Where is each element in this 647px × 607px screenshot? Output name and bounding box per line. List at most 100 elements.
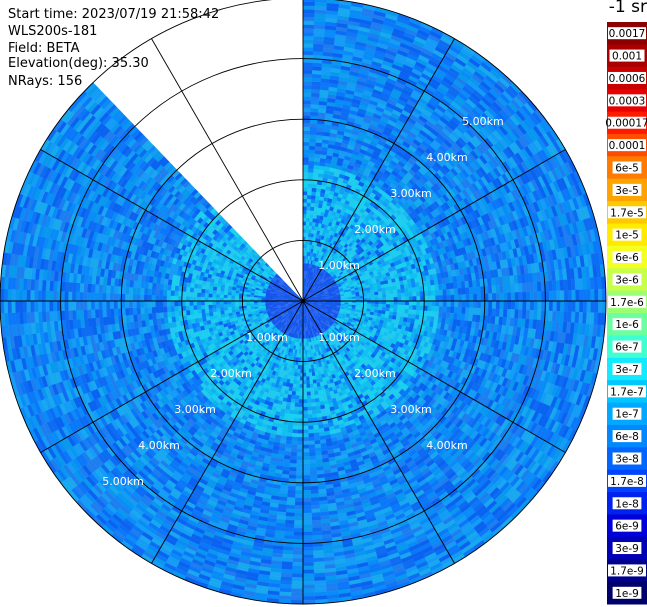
heatmap-cell [397, 292, 402, 298]
heatmap-cell [397, 304, 402, 310]
heatmap-cell [423, 300, 429, 307]
heatmap-cell [400, 288, 406, 294]
heatmap-cell [415, 309, 421, 316]
heatmap-cell [302, 77, 313, 82]
heatmap-cell [454, 294, 459, 302]
heatmap-cell [314, 157, 321, 163]
heatmap-cell [393, 304, 398, 309]
heatmap-cell [311, 92, 320, 98]
heatmap-cell [514, 292, 520, 302]
heatmap-cell [302, 119, 311, 124]
heatmap-cell [302, 172, 309, 177]
heatmap-cell [309, 130, 317, 136]
heatmap-cell [434, 311, 440, 318]
heatmap-cell [348, 296, 353, 300]
heatmap-cell [525, 309, 531, 320]
heatmap-cell [465, 287, 470, 295]
heatmap-cell [393, 300, 398, 305]
heatmap-cell [388, 286, 394, 291]
heatmap-cell [431, 295, 436, 302]
heatmap-cell [302, 198, 308, 203]
heatmap-cell [412, 305, 417, 311]
heatmap-cell [582, 289, 588, 302]
heatmap-cell [393, 308, 398, 313]
heatmap-cell [363, 295, 368, 299]
heatmap-cell [392, 285, 398, 291]
heatmap-cell [374, 294, 379, 299]
heatmap-cell [385, 290, 390, 295]
heatmap-cell [405, 296, 410, 302]
heatmap-cell [302, 31, 314, 37]
heatmap-cell [488, 300, 493, 309]
heatmap-cell [541, 300, 546, 311]
heatmap-cell [389, 307, 394, 313]
heatmap-cell [308, 168, 314, 173]
heatmap-cell [533, 310, 538, 321]
heatmap-cell [302, 168, 309, 173]
heatmap-cell [306, 202, 312, 207]
heatmap-cell [309, 138, 317, 143]
heatmap-cell [495, 285, 500, 294]
heatmap-cell [381, 287, 386, 292]
heatmap-cell [491, 285, 497, 294]
heatmap-cell [404, 309, 409, 314]
heatmap-cell [473, 300, 478, 309]
heatmap-cell [594, 288, 599, 302]
heatmap-cell [472, 307, 478, 316]
heatmap-cell [454, 300, 459, 308]
heatmap-cell [311, 81, 321, 86]
heatmap-cell [499, 292, 504, 302]
heatmap-cell [306, 210, 311, 215]
heatmap-cell [510, 283, 516, 293]
heatmap-cell [315, 195, 321, 201]
heatmap-cell [302, 50, 314, 56]
heatmap-cell [314, 149, 322, 155]
heatmap-cell [385, 304, 391, 309]
heatmap-cell [397, 300, 402, 306]
heatmap-cell [309, 122, 318, 128]
heatmap-cell [397, 296, 402, 302]
heatmap-cell [506, 284, 512, 293]
heatmap-cell [476, 300, 482, 309]
heatmap-cell [412, 291, 417, 297]
heatmap-cell [514, 300, 520, 310]
heatmap-cell [310, 96, 320, 102]
heatmap-cell [403, 283, 409, 289]
heatmap-cell [499, 284, 504, 294]
heatmap-cell [374, 297, 379, 302]
heatmap-cell [373, 288, 379, 293]
heatmap-cell [449, 312, 455, 320]
heatmap-cell [311, 183, 318, 189]
heatmap-cell [302, 153, 310, 158]
heatmap-cell [363, 303, 368, 307]
heatmap-cell [529, 291, 535, 302]
heatmap-cell [389, 293, 394, 298]
heatmap-cell [491, 308, 497, 317]
heatmap-cell [302, 225, 307, 230]
heatmap-cell [378, 300, 383, 305]
heatmap-cell [525, 282, 531, 293]
heatmap-cell [522, 300, 527, 311]
heatmap-cell [560, 290, 565, 302]
heatmap-cell [431, 290, 436, 296]
heatmap-cell [313, 20, 326, 26]
heatmap-cell [518, 292, 523, 302]
heatmap-cell [427, 290, 432, 297]
heatmap-cell [308, 153, 316, 158]
heatmap-cell [412, 300, 417, 306]
heatmap-cell [510, 300, 516, 310]
heatmap-cell [533, 300, 538, 311]
heatmap-cell [571, 300, 576, 313]
heatmap-cell [302, 213, 307, 218]
heatmap-cell [465, 300, 470, 308]
heatmap-cell [401, 296, 406, 302]
heatmap-cell [310, 206, 315, 211]
heatmap-cell [408, 309, 413, 315]
heatmap-cell [480, 293, 485, 302]
heatmap-cell [310, 107, 319, 113]
heatmap-cell [430, 284, 436, 291]
heatmap-cell [302, 43, 314, 48]
heatmap-cell [476, 286, 482, 295]
heatmap-cell [302, 194, 308, 199]
heatmap-cell [313, 168, 320, 174]
